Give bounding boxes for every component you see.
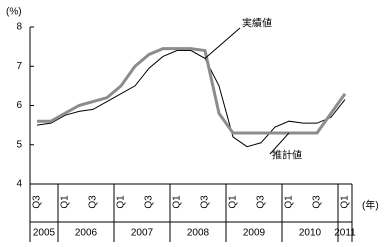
year-label: 2010 [299,228,322,239]
line-series [36,50,346,148]
x-tick-label: Q1 [340,195,351,209]
year-label: 2011 [334,228,356,239]
callout-line [269,132,290,155]
x-tick-label: Q3 [32,195,43,209]
x-tick-label: Q3 [312,195,323,209]
legend-label: 実績値 [242,17,272,30]
x-tick-label: Q1 [172,195,183,209]
x-tick-label: Q3 [144,195,155,209]
x-tick-label: Q3 [200,195,211,209]
x-unit: (年) [362,199,379,212]
callout-line [204,27,241,59]
x-tick-label: Q1 [284,195,295,209]
y-tick-label: 5 [16,139,22,150]
y-tick-label: 8 [16,22,22,33]
legend-label: 推計値 [272,149,302,162]
y-tick-label: 4 [16,179,22,190]
x-tick-label: Q1 [228,195,239,209]
year-label: 2006 [75,228,98,239]
x-tick-label: Q1 [60,195,71,209]
y-tick-label: 6 [16,100,22,111]
x-tick-label: Q3 [256,195,267,209]
x-tick-label: Q1 [116,195,127,209]
year-label: 2007 [131,228,154,239]
x-tick-label: Q3 [88,195,99,209]
year-label: 2009 [243,228,266,239]
year-label: 2008 [187,228,210,239]
line-series [37,47,347,135]
year-label: 2005 [33,228,56,239]
y-unit: (%) [6,7,22,18]
y-tick-label: 7 [16,61,22,72]
